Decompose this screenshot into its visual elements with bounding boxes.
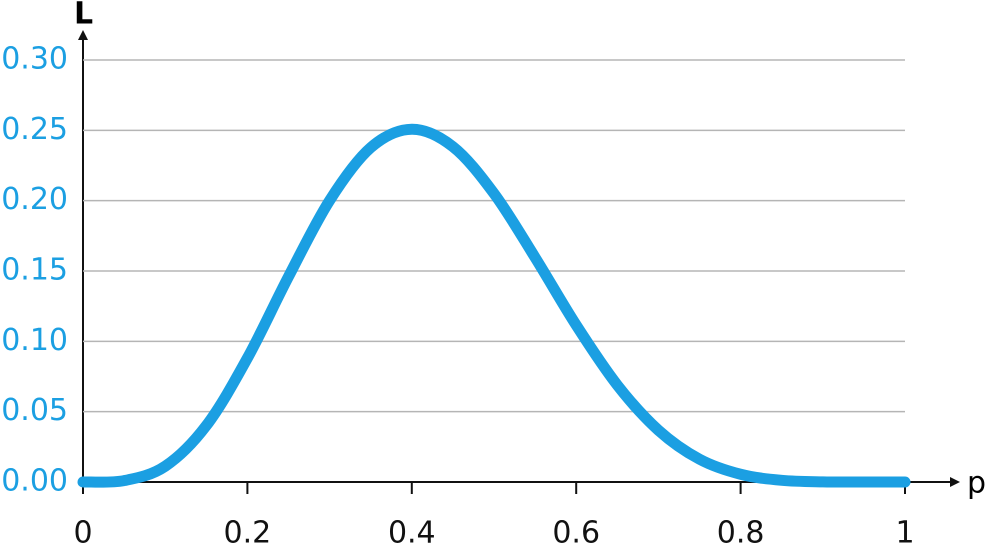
x-axis-label: p [967,466,986,501]
y-tick-label: 0.20 [1,182,68,217]
y-tick-label: 0.00 [1,464,68,499]
x-tick-label: 1 [895,516,914,548]
y-tick-label: 0.15 [1,253,68,288]
x-tick-label: 0.8 [717,516,765,548]
y-tick-label: 0.30 [1,42,68,77]
y-tick-label: 0.10 [1,323,68,358]
x-tick-label: 0.6 [552,516,600,548]
x-tick-label: 0.4 [388,516,436,548]
x-tick-label: 0.2 [224,516,272,548]
y-axis-label: L [74,0,93,32]
y-tick-label: 0.25 [1,112,68,147]
x-tick-label: 0 [73,516,92,548]
line [77,123,911,488]
y-tick-label: 0.05 [1,393,68,428]
